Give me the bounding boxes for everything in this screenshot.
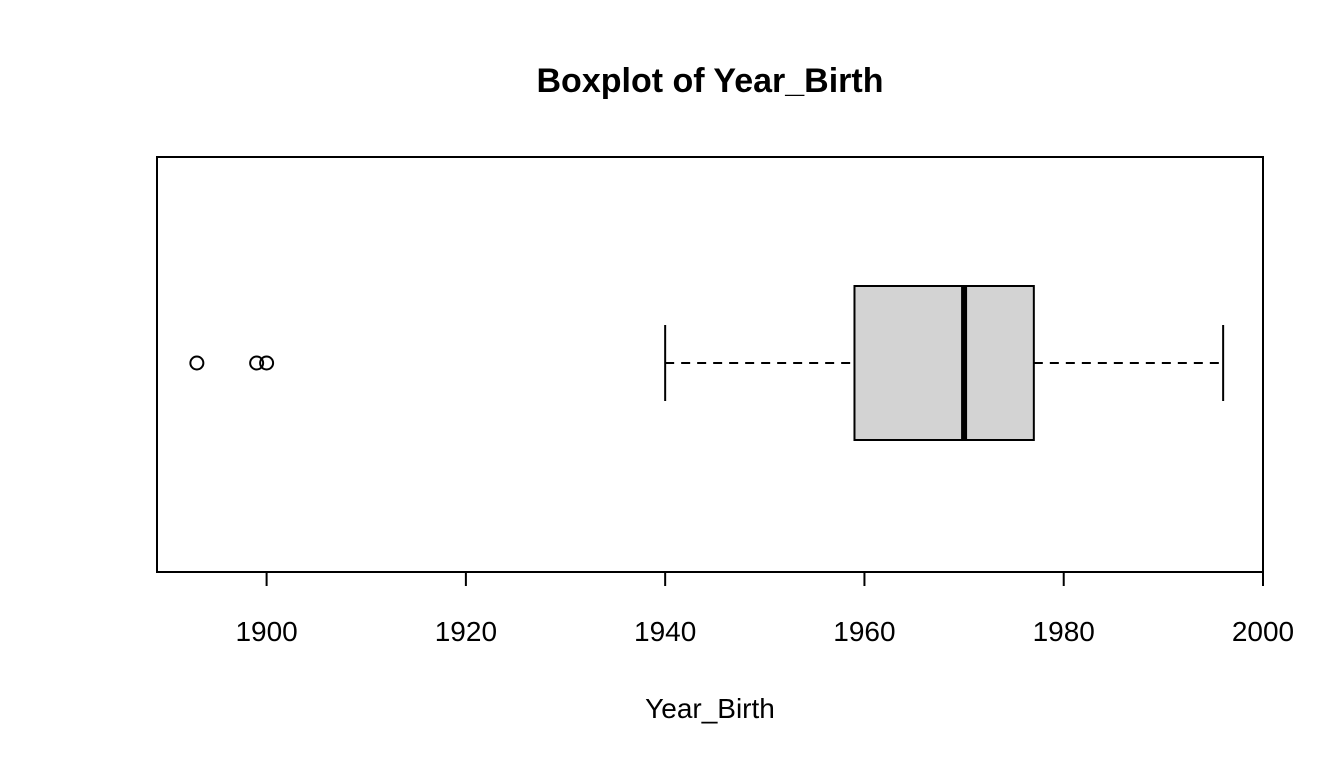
interquartile-box: [853, 285, 1035, 441]
outlier-point: [259, 355, 275, 371]
outlier-point: [249, 355, 265, 371]
x-axis: 1900 1920 1940 1960 1980 2000: [235, 571, 1294, 647]
chart-title: Boxplot of Year_Birth: [537, 62, 884, 100]
outlier-layer: [189, 355, 275, 371]
x-tick-label: 1900: [235, 616, 297, 647]
box-layer: [664, 285, 1225, 441]
outlier-point: [189, 355, 205, 371]
plot-frame: [156, 156, 1264, 573]
x-tick-label: 2000: [1232, 616, 1294, 647]
x-tick-label: 1980: [1033, 616, 1095, 647]
x-tick-label: 1920: [435, 616, 497, 647]
x-axis-label: Year_Birth: [645, 693, 775, 724]
x-tick-label: 1940: [634, 616, 696, 647]
x-tick-label: 1960: [833, 616, 895, 647]
